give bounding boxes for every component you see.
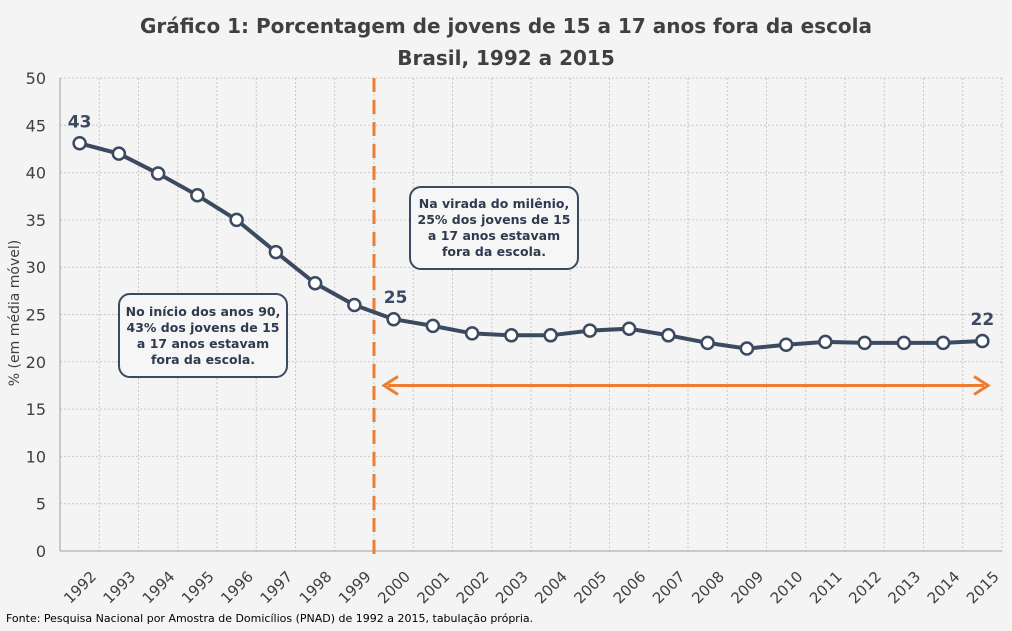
- x-tick-label: 1999: [335, 568, 375, 608]
- data-point: [386, 311, 401, 327]
- data-point: [778, 337, 794, 353]
- y-tick-label: 5: [36, 495, 46, 514]
- x-tick-label: 2007: [649, 568, 689, 608]
- data-point: [661, 328, 676, 343]
- x-tick-label: 2011: [806, 568, 846, 608]
- x-tick-label: 2015: [963, 568, 1003, 608]
- data-point: [268, 244, 284, 260]
- data-point: [818, 334, 833, 350]
- y-tick-label: 10: [26, 447, 46, 466]
- y-tick-label: 20: [26, 353, 46, 372]
- data-point: [464, 326, 480, 341]
- annotation-2000: Na virada do milênio, 25% dos jovens de …: [409, 186, 579, 270]
- x-tick-label: 2014: [924, 568, 964, 608]
- x-tick-label: 2000: [374, 568, 414, 608]
- x-tick-label: 1995: [178, 568, 218, 608]
- x-tick-label: 2010: [767, 568, 807, 608]
- arrow-left-head: [381, 375, 399, 396]
- data-point: [582, 323, 598, 338]
- data-label: 25: [384, 288, 408, 308]
- y-tick-label: 35: [26, 211, 46, 230]
- x-tick-label: 2012: [845, 568, 885, 608]
- y-tick-label: 45: [26, 116, 46, 135]
- data-point: [229, 212, 244, 228]
- data-point: [150, 166, 166, 181]
- data-point: [857, 335, 872, 351]
- y-tick-label: 15: [26, 400, 46, 419]
- y-tick-label: 30: [26, 258, 46, 277]
- y-tick-label: 25: [26, 306, 46, 325]
- x-tick-label: 2005: [570, 568, 610, 608]
- data-point: [190, 188, 205, 203]
- data-label: 22: [971, 310, 995, 330]
- data-point: [504, 328, 519, 343]
- x-tick-label: 1994: [139, 568, 179, 608]
- data-point: [975, 333, 990, 349]
- data-point: [896, 335, 912, 351]
- data-point: [425, 318, 441, 334]
- data-point: [935, 335, 951, 351]
- x-tick-label: 2001: [413, 568, 453, 608]
- x-tick-label: 2003: [492, 568, 532, 608]
- x-tick-label: 2008: [688, 568, 728, 608]
- data-point: [72, 136, 87, 151]
- source-note: Fonte: Pesquisa Nacional por Amostra de …: [6, 612, 534, 625]
- x-tick-label: 2002: [453, 568, 493, 608]
- y-tick-label: 40: [26, 164, 46, 183]
- data-point: [543, 328, 558, 343]
- x-tick-label: 2004: [531, 568, 571, 608]
- x-tick-label: 2006: [610, 568, 650, 608]
- y-tick-label: 0: [36, 542, 46, 561]
- chart-subtitle: Brasil, 1992 a 2015: [397, 46, 615, 70]
- y-tick-label: 50: [26, 69, 46, 88]
- data-point: [307, 276, 323, 291]
- x-tick-label: 2009: [727, 568, 767, 608]
- data-label: 43: [68, 112, 92, 132]
- data-point: [739, 341, 755, 356]
- x-tick-label: 1996: [217, 568, 257, 608]
- data-point: [111, 146, 127, 161]
- x-tick-label: 1993: [99, 568, 139, 608]
- annotation-1990s: No início dos anos 90, 43% dos jovens de…: [118, 293, 288, 378]
- data-point: [700, 335, 715, 351]
- data-point: [621, 321, 637, 336]
- x-tick-label: 1992: [60, 568, 100, 608]
- x-tick-label: 1998: [296, 568, 336, 608]
- x-tick-label: 1997: [256, 568, 296, 608]
- arrow-right-head: [973, 375, 991, 396]
- x-tick-label: 2013: [884, 568, 924, 608]
- chart-title: Gráfico 1: Porcentagem de jovens de 15 a…: [139, 14, 873, 38]
- data-point: [347, 297, 362, 313]
